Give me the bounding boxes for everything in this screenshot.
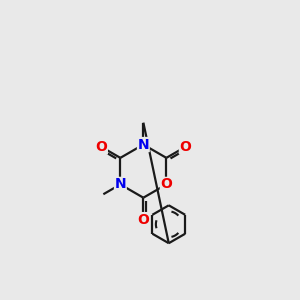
Text: O: O bbox=[95, 140, 107, 154]
Text: O: O bbox=[179, 140, 191, 154]
Text: N: N bbox=[137, 138, 149, 152]
Text: O: O bbox=[160, 177, 172, 191]
Text: O: O bbox=[137, 213, 149, 226]
Text: N: N bbox=[115, 177, 126, 191]
